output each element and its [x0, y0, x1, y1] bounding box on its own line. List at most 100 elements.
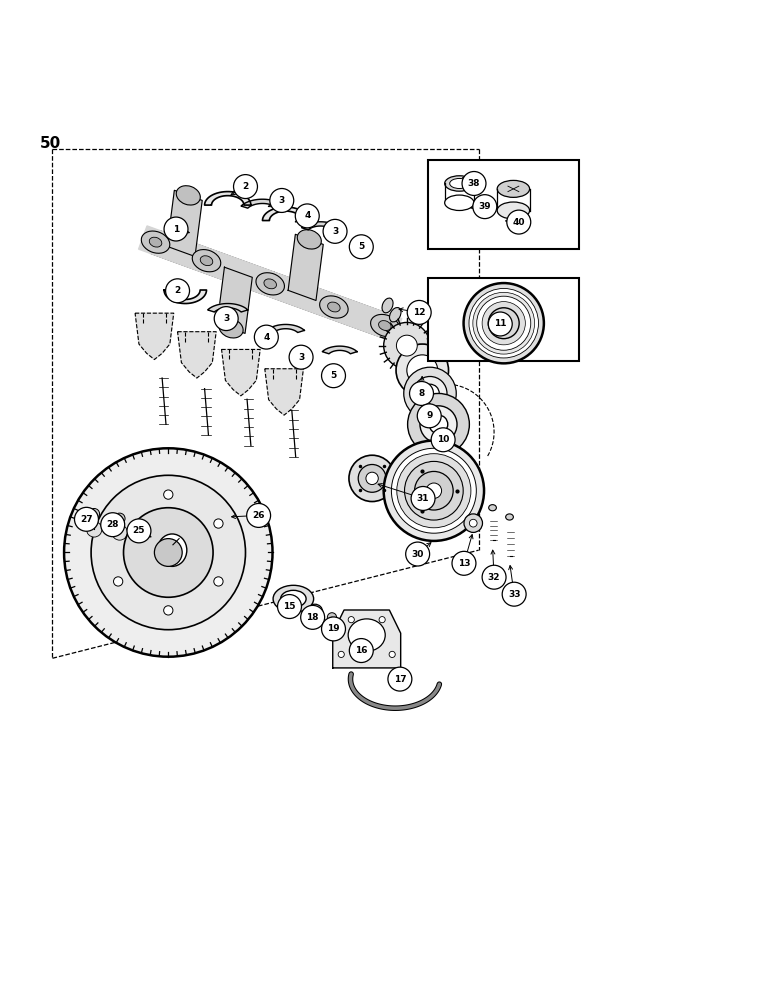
Text: 3: 3	[298, 353, 304, 362]
Circle shape	[89, 508, 100, 519]
Circle shape	[321, 364, 345, 388]
Circle shape	[86, 522, 102, 537]
Circle shape	[165, 279, 190, 303]
Polygon shape	[205, 192, 251, 205]
Circle shape	[502, 582, 527, 606]
Text: 1: 1	[173, 225, 179, 234]
Circle shape	[113, 519, 123, 528]
Ellipse shape	[157, 534, 187, 566]
Circle shape	[127, 519, 151, 543]
Circle shape	[405, 461, 463, 520]
Circle shape	[277, 595, 301, 619]
Circle shape	[396, 344, 449, 397]
Ellipse shape	[149, 237, 162, 247]
Text: 25: 25	[133, 526, 145, 535]
Ellipse shape	[200, 256, 213, 266]
Polygon shape	[333, 610, 401, 668]
Circle shape	[289, 345, 313, 369]
Ellipse shape	[320, 296, 348, 318]
Ellipse shape	[497, 202, 530, 219]
Ellipse shape	[219, 319, 243, 338]
Polygon shape	[288, 234, 323, 300]
Circle shape	[411, 486, 435, 510]
Text: 38: 38	[468, 179, 480, 188]
Polygon shape	[241, 199, 284, 208]
Circle shape	[488, 312, 512, 336]
Circle shape	[214, 577, 223, 586]
Circle shape	[408, 300, 431, 324]
Ellipse shape	[141, 231, 170, 253]
Circle shape	[496, 315, 511, 331]
Ellipse shape	[371, 314, 399, 337]
Polygon shape	[302, 222, 339, 230]
Polygon shape	[208, 304, 248, 312]
Circle shape	[348, 617, 354, 623]
Ellipse shape	[273, 585, 313, 612]
Text: 3: 3	[279, 196, 285, 205]
Text: 15: 15	[283, 602, 296, 611]
Text: 27: 27	[80, 515, 93, 524]
Ellipse shape	[382, 298, 393, 313]
Circle shape	[488, 308, 519, 339]
Circle shape	[154, 539, 182, 566]
Circle shape	[469, 519, 477, 527]
Circle shape	[482, 565, 506, 589]
Circle shape	[384, 322, 430, 369]
Polygon shape	[262, 207, 309, 221]
Ellipse shape	[449, 178, 469, 188]
Circle shape	[312, 609, 318, 615]
Text: 50: 50	[40, 136, 62, 151]
Circle shape	[358, 464, 386, 492]
Text: 19: 19	[327, 624, 340, 633]
Ellipse shape	[445, 176, 474, 191]
Text: 11: 11	[494, 319, 506, 328]
Circle shape	[295, 204, 320, 228]
Circle shape	[164, 606, 173, 615]
Text: 30: 30	[411, 550, 424, 559]
Ellipse shape	[327, 302, 340, 312]
Circle shape	[113, 577, 123, 586]
Ellipse shape	[506, 514, 513, 520]
Ellipse shape	[297, 230, 321, 249]
Text: 4: 4	[263, 333, 269, 342]
Ellipse shape	[445, 195, 474, 211]
Text: 5: 5	[358, 242, 364, 251]
Circle shape	[404, 367, 456, 420]
Circle shape	[270, 188, 293, 212]
Circle shape	[477, 296, 531, 350]
Circle shape	[64, 448, 273, 657]
Text: 17: 17	[394, 675, 406, 684]
Text: 10: 10	[437, 435, 449, 444]
Circle shape	[464, 514, 482, 532]
Circle shape	[384, 441, 484, 541]
Ellipse shape	[489, 505, 496, 511]
Ellipse shape	[348, 619, 385, 651]
Circle shape	[429, 415, 448, 434]
Circle shape	[124, 508, 213, 597]
Circle shape	[349, 235, 374, 259]
Text: 2: 2	[242, 182, 249, 191]
Bar	[428, 160, 579, 249]
Circle shape	[397, 454, 471, 528]
Circle shape	[300, 605, 324, 629]
Polygon shape	[265, 369, 303, 415]
Circle shape	[379, 617, 385, 623]
Circle shape	[307, 604, 323, 620]
Circle shape	[366, 472, 378, 485]
Ellipse shape	[176, 186, 200, 205]
Circle shape	[327, 613, 337, 622]
Circle shape	[391, 448, 476, 533]
Text: 2: 2	[174, 286, 181, 295]
Circle shape	[462, 172, 486, 195]
Circle shape	[426, 483, 442, 498]
Text: 3: 3	[332, 227, 338, 236]
Ellipse shape	[378, 321, 391, 330]
Circle shape	[254, 325, 278, 349]
Circle shape	[164, 490, 173, 499]
Polygon shape	[139, 226, 401, 342]
Text: 16: 16	[355, 646, 367, 655]
Ellipse shape	[192, 250, 221, 272]
Text: 9: 9	[426, 411, 432, 420]
Circle shape	[463, 283, 543, 363]
Ellipse shape	[264, 279, 276, 289]
